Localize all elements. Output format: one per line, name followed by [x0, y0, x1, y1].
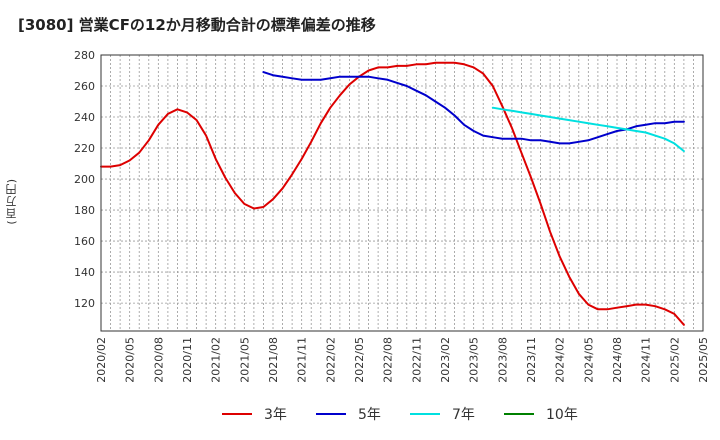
x-tick-label: 2020/08: [152, 337, 165, 383]
series-line-7年: [491, 106, 685, 153]
y-tick-label: 220: [74, 142, 95, 155]
x-tick-label: 2025/02: [668, 337, 681, 383]
grid-lines: [101, 54, 703, 331]
x-tick-label: 2024/05: [582, 337, 595, 383]
y-tick-label: 160: [74, 235, 95, 248]
x-tick-label: 2023/05: [468, 337, 481, 383]
y-tick-label: 280: [74, 49, 95, 62]
x-tick-label: 2025/05: [697, 337, 710, 383]
legend-label: 3年: [264, 407, 287, 423]
x-tick-label: 2023/02: [439, 337, 452, 383]
x-tick-label: 2022/05: [353, 337, 366, 383]
y-tick-label: 180: [74, 204, 95, 217]
x-tick-label: 2021/02: [210, 337, 223, 383]
series-line-3年: [100, 61, 685, 326]
y-tick-label: 240: [74, 111, 95, 124]
x-tick-label: 2023/08: [496, 337, 509, 383]
x-tick-label: 2020/02: [95, 337, 108, 383]
legend-label: 10年: [546, 407, 578, 423]
chart-title: [3080] 営業CFの12か月移動合計の標準偏差の推移: [18, 16, 376, 34]
x-tick-label: 2024/08: [611, 337, 624, 383]
x-tick-label: 2024/11: [640, 337, 653, 383]
y-tick-label: 140: [74, 266, 95, 279]
x-tick-label: 2020/11: [181, 337, 194, 383]
x-tick-label: 2021/08: [267, 337, 280, 383]
series-line-5年: [262, 71, 685, 145]
x-tick-label: 2022/08: [382, 337, 395, 383]
x-tick-label: 2022/11: [410, 337, 423, 383]
y-tick-label: 260: [74, 80, 95, 93]
x-tick-label: 2020/05: [124, 337, 137, 383]
y-tick-labels: 120 140 160 180 200 220 240 260 280: [74, 49, 95, 310]
plot-frame: [100, 54, 704, 332]
x-tick-label: 2023/11: [525, 337, 538, 383]
series-lines: [100, 61, 685, 326]
x-tick-label: 2022/02: [324, 337, 337, 383]
x-tick-label: 2021/11: [296, 337, 309, 383]
x-tick-label: 2021/05: [238, 337, 251, 383]
legend: 3年 5年 7年 10年: [222, 407, 578, 423]
legend-label: 5年: [358, 407, 381, 423]
x-tick-label: 2024/02: [554, 337, 567, 383]
y-tick-label: 120: [74, 297, 95, 310]
y-tick-label: 200: [74, 173, 95, 186]
legend-label: 7年: [452, 407, 475, 423]
x-tick-labels: 2020/02 2020/05 2020/08 2020/11 2021/02 2021/…: [95, 337, 710, 383]
